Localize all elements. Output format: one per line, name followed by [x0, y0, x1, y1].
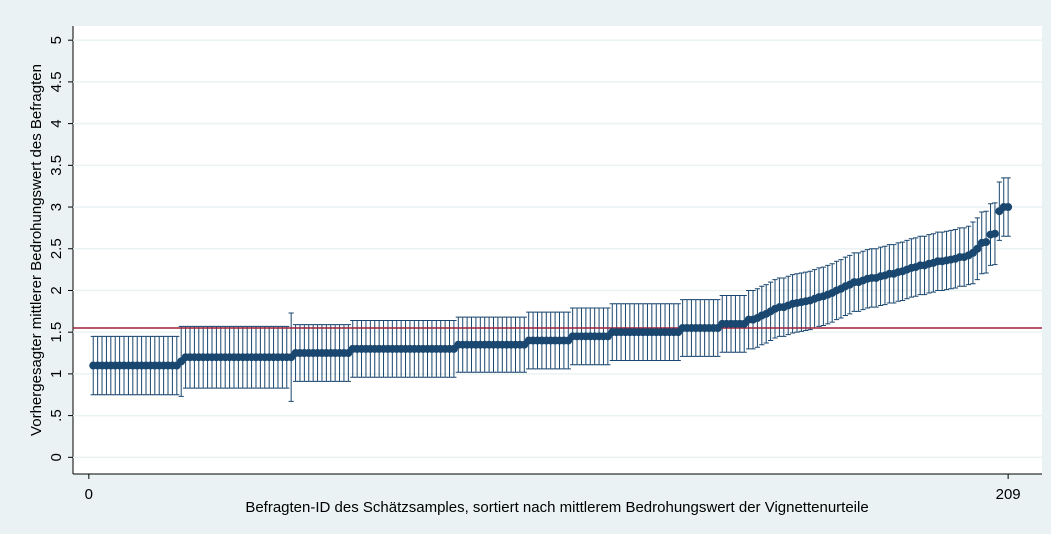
- y-tick-label: 1: [48, 370, 65, 378]
- y-tick-label: 1.5: [48, 322, 65, 343]
- y-tick-label: 4.5: [48, 71, 65, 92]
- point: [1004, 203, 1013, 212]
- y-axis-title: Vorhergesagter mittlerer Bedrohungswert …: [28, 64, 45, 436]
- y-tick-label: 2: [48, 286, 65, 294]
- y-tick-label: .5: [48, 409, 65, 422]
- plot-area: [73, 26, 1042, 474]
- x-tick-label: 0: [85, 486, 93, 503]
- y-tick-label: 3: [48, 203, 65, 211]
- y-tick-label: 5: [48, 36, 65, 44]
- y-tick-label: 0: [48, 453, 65, 461]
- point: [982, 238, 991, 247]
- y-tick-label: 3.5: [48, 155, 65, 176]
- point: [990, 229, 999, 238]
- x-tick-label: 209: [996, 486, 1021, 503]
- point: [973, 244, 982, 253]
- y-tick-label: 4: [48, 119, 65, 127]
- y-tick-label: 2.5: [48, 238, 65, 259]
- x-axis-title: Befragten-ID des Schätzsamples, sortiert…: [245, 499, 868, 516]
